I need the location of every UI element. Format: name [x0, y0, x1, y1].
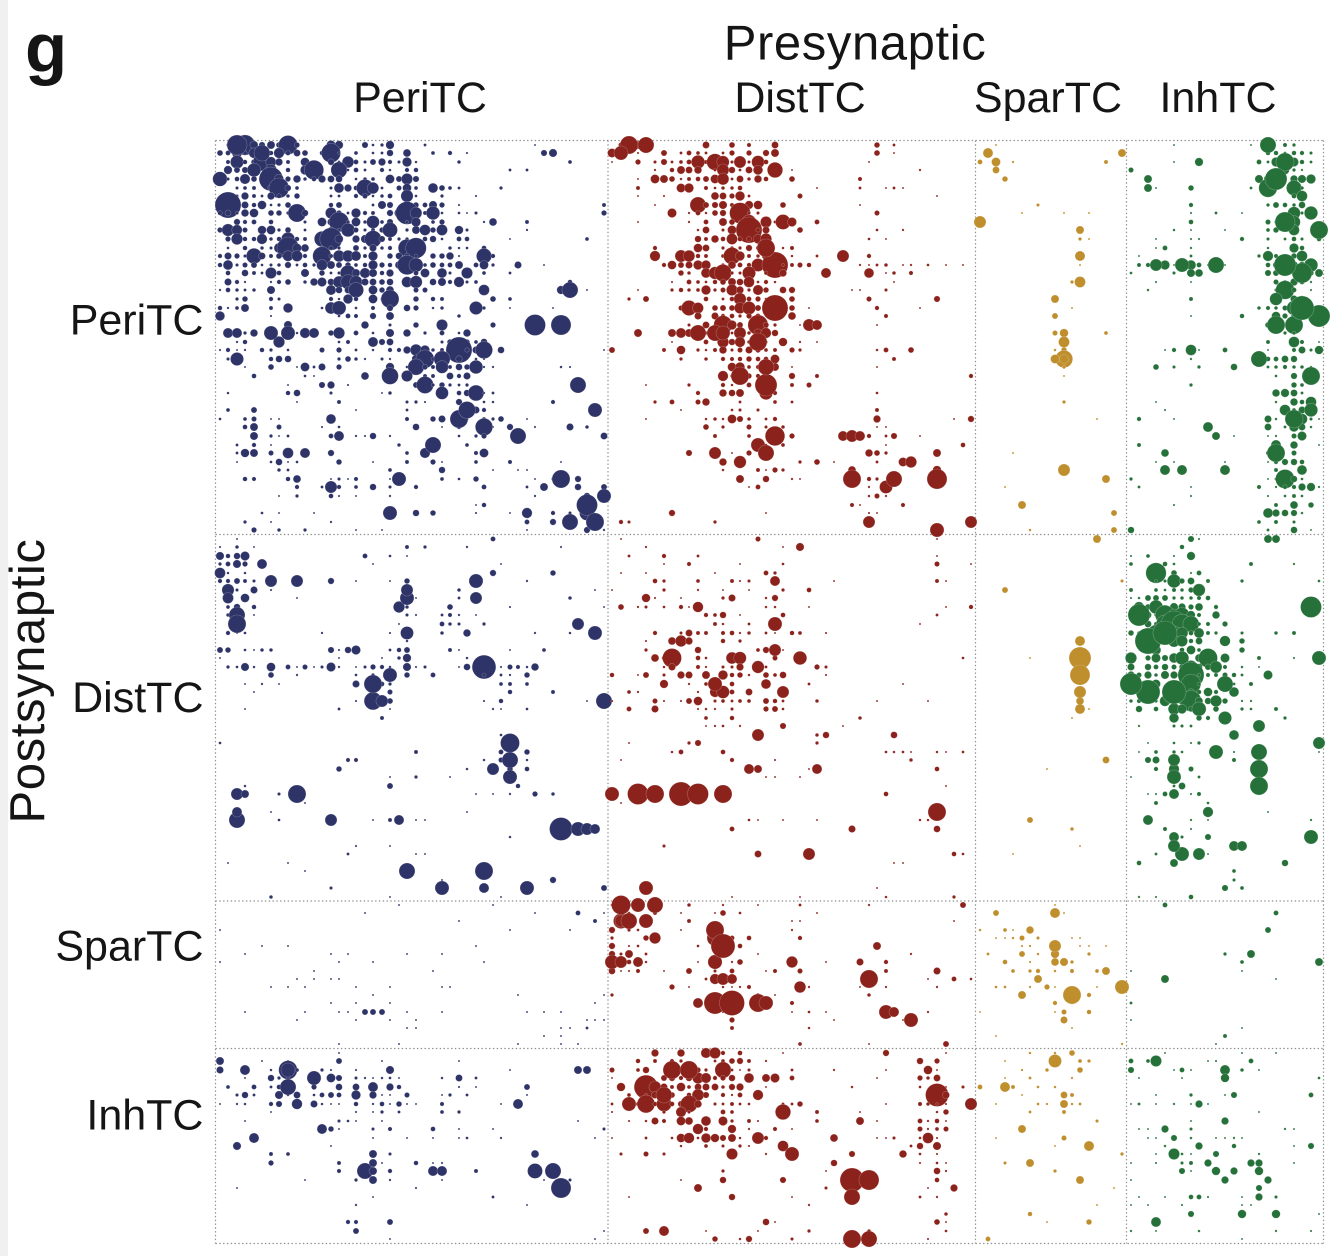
- svg-text:InhTC: InhTC: [86, 1092, 203, 1140]
- svg-text:DistTC: DistTC: [734, 74, 865, 122]
- svg-text:g: g: [25, 9, 67, 86]
- svg-text:PeriTC: PeriTC: [353, 74, 487, 122]
- svg-text:SparTC: SparTC: [55, 923, 203, 971]
- svg-text:Postsynaptic: Postsynaptic: [1, 538, 55, 823]
- svg-text:PeriTC: PeriTC: [70, 297, 204, 345]
- svg-text:Presynaptic: Presynaptic: [724, 17, 987, 71]
- svg-text:InhTC: InhTC: [1159, 74, 1276, 122]
- svg-text:SparTC: SparTC: [974, 74, 1122, 122]
- svg-text:DistTC: DistTC: [72, 674, 203, 722]
